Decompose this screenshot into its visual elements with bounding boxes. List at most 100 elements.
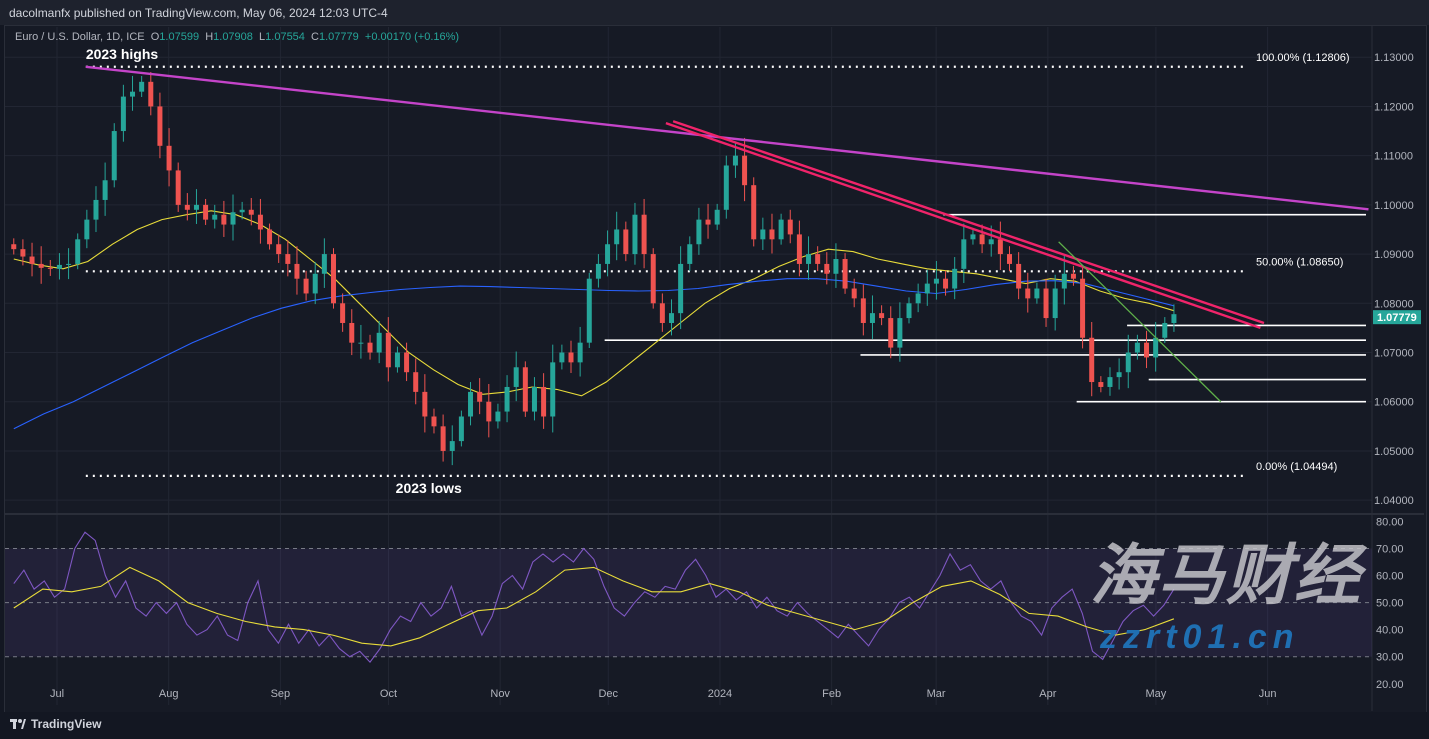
candle-body [970,234,976,240]
candle-body [166,145,172,171]
candle-body [1144,342,1150,358]
candle [203,198,209,225]
candle [477,378,483,415]
candle-body [815,254,821,264]
candle-body [723,165,729,210]
candle [577,326,583,377]
candle [1107,367,1113,396]
candle-body [796,234,802,264]
x-tick-label: Jul [50,688,64,700]
candle-body [769,229,775,240]
candle-body [522,367,528,412]
trendline-trend-channel [672,120,1265,325]
annotation-label: 2023 highs [86,46,159,62]
candle [723,155,729,219]
candle [550,344,556,433]
candle-body [842,259,848,289]
candle [239,201,245,220]
candle-body [1134,342,1140,353]
candle-body [906,303,912,319]
candle-body [230,212,236,225]
rsi-tick-label: 50.00 [1376,598,1404,610]
x-tick-label: 2024 [708,688,732,700]
candle [714,203,720,230]
candle-body [93,199,99,220]
candle-body [276,244,282,255]
candle-body [860,298,866,323]
candle [586,272,592,348]
candle-body [1107,377,1113,387]
candle-body [239,209,245,213]
low-value: 1.07554 [265,31,305,43]
candle-body [824,263,830,274]
y-tick-label: 1.04000 [1374,495,1414,507]
candle-body [330,254,336,304]
close-value: 1.07779 [319,31,359,43]
candle-body [568,352,574,363]
candle-body [20,249,26,257]
candle [404,342,410,382]
candle-body [1153,337,1159,358]
candle-body [285,254,291,264]
change-value: +0.00170 (+0.16%) [364,31,460,43]
candle [897,302,903,362]
candle-body [678,263,684,314]
candle-body [468,391,474,417]
candle [522,361,528,417]
candle [979,224,985,254]
candle [495,403,501,429]
candle [668,299,674,336]
candle [879,305,885,326]
tradingview-logo-icon [10,719,26,729]
candle-body [66,263,72,265]
candle [961,223,967,284]
candle [276,234,282,263]
candle [796,220,802,277]
candle [1025,272,1031,313]
x-tick-label: Mar [927,688,946,700]
candle [11,238,17,255]
candle [815,246,821,272]
rsi-ma-line [13,566,1175,647]
candle-body [1070,273,1076,279]
candle [340,293,346,332]
candle [285,240,291,277]
candle [678,246,684,330]
watermark-url: zzrt01.cn [1100,618,1300,656]
candle [623,221,629,262]
y-tick-label: 1.09000 [1374,249,1414,261]
candle-body [486,401,492,422]
candle [769,213,775,254]
x-tick-label: Nov [490,688,510,700]
candle [56,253,62,280]
candle-body [577,342,583,363]
candle [376,321,382,364]
candle-body [833,259,839,274]
candle-body [1125,352,1131,373]
candle-body [130,91,136,97]
tradingview-logo[interactable]: TradingView [10,717,101,731]
candle [869,295,875,339]
y-tick-label: 1.06000 [1374,397,1414,409]
candle-body [614,229,620,245]
symbol-legend: Euro / U.S. Dollar, 1D, ICE O1.07599 H1.… [15,31,459,44]
candle-body [349,322,355,343]
y-tick-label: 1.07000 [1374,348,1414,360]
candle [595,254,601,288]
candle [20,239,26,266]
candle-body [458,416,464,442]
candle-body [303,278,309,294]
candle [933,260,939,300]
candle [130,75,136,111]
candle [824,252,830,285]
candle [93,186,99,233]
publisher-info: dacolmanfx published on TradingView.com,… [9,6,388,20]
candle-body [56,264,62,269]
candle [641,198,647,269]
rsi-tick-label: 40.00 [1376,625,1404,637]
candle [394,346,400,373]
last-price-badge [1373,310,1421,325]
candle-body [385,332,391,368]
y-tick-label: 1.12000 [1374,101,1414,113]
